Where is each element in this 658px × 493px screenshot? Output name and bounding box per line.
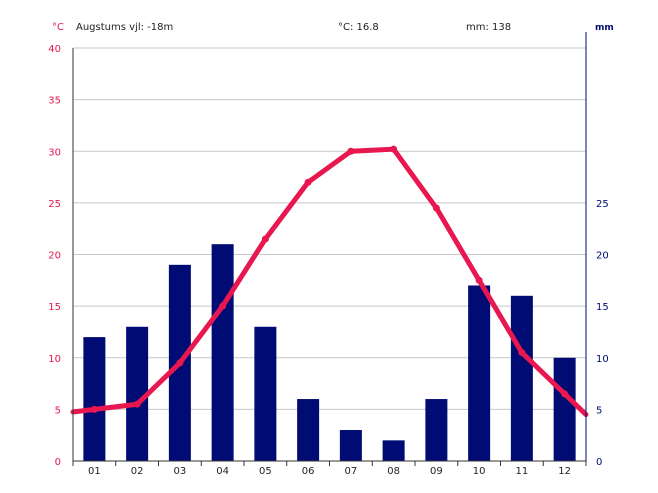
gridlines [73, 47, 586, 410]
temp-point [133, 400, 141, 408]
x-tick-label: 11 [516, 466, 529, 477]
precip-total-label: mm: 138 [466, 22, 512, 33]
temp-average-label: °C: 16.8 [338, 22, 379, 33]
y-tick-label-left: 15 [48, 302, 61, 313]
temp-point [261, 235, 269, 243]
y-tick-label-right: 20 [596, 251, 609, 262]
precip-bar [553, 357, 576, 461]
y-tick-label-right: 25 [596, 199, 609, 210]
x-tick-label: 05 [259, 466, 272, 477]
precip-bar [211, 244, 234, 461]
x-tick-label: 12 [558, 466, 571, 477]
y-tick-label-right: 10 [596, 354, 609, 365]
temp-point [561, 390, 569, 398]
y-tick-label-right: 0 [596, 457, 602, 468]
temp-point [90, 405, 98, 413]
temp-line-path [70, 146, 589, 418]
y-tick-label-left: 40 [48, 44, 61, 55]
temp-point [176, 359, 184, 367]
x-tick-label: 01 [88, 466, 101, 477]
temp-point [432, 204, 440, 212]
x-tick-label: 06 [302, 466, 315, 477]
y-tick-label-left: 35 [48, 96, 61, 107]
precip-unit-label: mm [595, 23, 614, 33]
axes [72, 32, 587, 466]
temp-line [70, 145, 589, 418]
x-tick-label: 08 [387, 466, 400, 477]
precip-bar [425, 399, 448, 461]
y-tick-label-left: 0 [55, 457, 61, 468]
temp-unit-label: °C [52, 22, 64, 33]
precip-bar [297, 399, 320, 461]
y-tick-label-left: 5 [55, 405, 61, 416]
precip-bar [382, 440, 405, 461]
x-tick-label: 10 [473, 466, 486, 477]
y-tick-label-right: 5 [596, 405, 602, 416]
x-tick-label: 03 [174, 466, 187, 477]
precip-bar [254, 326, 277, 461]
y-tick-label-left: 25 [48, 199, 61, 210]
y-tick-label-left: 20 [48, 251, 61, 262]
x-tick-label: 07 [345, 466, 358, 477]
x-tick-label: 09 [430, 466, 443, 477]
temp-point [390, 145, 398, 153]
temp-point [518, 349, 526, 357]
y-tick-label-left: 30 [48, 147, 61, 158]
precip-bars [83, 244, 576, 461]
temp-point [219, 302, 227, 310]
y-tick-label-left: 10 [48, 354, 61, 365]
x-tick-label: 02 [131, 466, 144, 477]
x-tick-label: 04 [216, 466, 229, 477]
precip-bar [83, 337, 106, 461]
y-tick-label-right: 15 [596, 302, 609, 313]
temp-point [347, 147, 355, 155]
altitude-label: Augstums vjl: -18m [76, 22, 174, 33]
temp-point [475, 276, 483, 284]
precip-bar [126, 326, 149, 461]
precip-bar [468, 285, 491, 461]
precip-bar [339, 430, 362, 461]
precip-bar [510, 295, 533, 461]
temp-point [304, 178, 312, 186]
